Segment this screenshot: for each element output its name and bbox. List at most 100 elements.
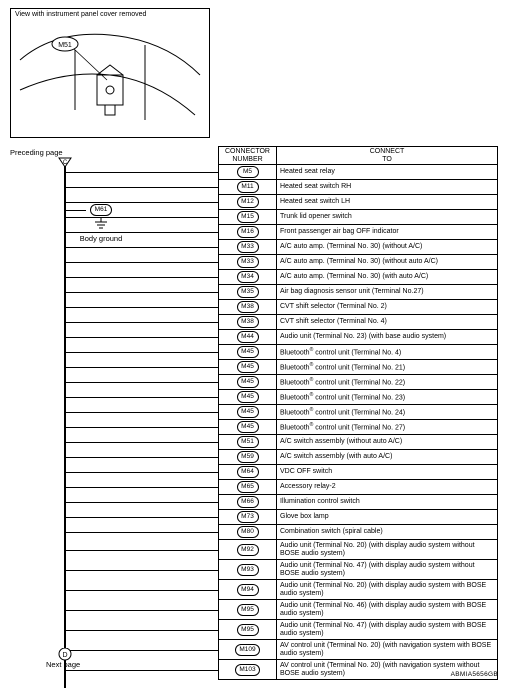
illustration-box: View with instrument panel cover removed… <box>10 8 210 138</box>
cell-connect-to: Glove box lamp <box>277 510 498 525</box>
table-row: M45 Bluetooth® control unit (Terminal No.… <box>219 345 498 360</box>
branch-line <box>66 247 218 248</box>
connector-oval: M38 <box>237 301 259 313</box>
cell-connector-number: M109 <box>219 640 277 660</box>
cell-connect-to: AV control unit (Terminal No. 20) (with … <box>277 640 498 660</box>
cell-connector-number: M34 <box>219 270 277 285</box>
table-row: M38 CVT shift selector (Terminal No. 2) <box>219 300 498 315</box>
branch-line <box>66 427 218 428</box>
branch-line <box>66 217 218 218</box>
connector-oval: M66 <box>237 496 259 508</box>
illustration-svg: M51 <box>15 20 205 128</box>
cell-connect-to: A/C auto amp. (Terminal No. 30) (with au… <box>277 270 498 285</box>
cell-connect-to: Bluetooth® control unit (Terminal No. 4) <box>277 345 498 360</box>
branch-line <box>66 412 218 413</box>
header-connector-number: CONNECTOR NUMBER <box>219 147 277 165</box>
branch-line <box>66 457 218 458</box>
connector-oval: M35 <box>237 286 259 298</box>
table-row: M33A/C auto amp. (Terminal No. 30) (with… <box>219 240 498 255</box>
cell-connect-to: Bluetooth® control unit (Terminal No. 24… <box>277 405 498 420</box>
connector-oval: M45 <box>237 376 259 388</box>
table-body: M5Heated seat relayM11Heated seat switch… <box>219 165 498 680</box>
connector-oval: M11 <box>237 181 259 193</box>
cell-connector-number: M64 <box>219 465 277 480</box>
branch-line <box>66 367 218 368</box>
branch-line <box>66 337 218 338</box>
cell-connect-to: CVT shift selector (Terminal No. 4) <box>277 315 498 330</box>
table-row: M33 A/C auto amp. (Terminal No. 30) (with… <box>219 255 498 270</box>
preceding-page-label: Preceding page <box>10 148 63 157</box>
table-row: M94Audio unit (Terminal No. 20) (with di… <box>219 580 498 600</box>
connector-oval: M51 <box>237 436 259 448</box>
cell-connect-to: Front passenger air bag OFF indicator <box>277 225 498 240</box>
table-row: M35 Air bag diagnosis sensor unit (Termin… <box>219 285 498 300</box>
table-row: M95Audio unit (Terminal No. 46) (with di… <box>219 600 498 620</box>
cell-connector-number: M15 <box>219 210 277 225</box>
cell-connector-number: M45 <box>219 360 277 375</box>
table-row: M38CVT shift selector (Terminal No. 4) <box>219 315 498 330</box>
branch-line <box>66 630 218 631</box>
branch-line <box>66 517 218 518</box>
connector-oval: M64 <box>237 466 259 478</box>
cell-connector-number: M92 <box>219 540 277 560</box>
branch-line <box>66 307 218 308</box>
cell-connect-to: A/C switch assembly (without auto A/C) <box>277 435 498 450</box>
branch-line <box>66 550 218 551</box>
next-page-label: Next page <box>46 660 80 669</box>
cell-connect-to: A/C auto amp. (Terminal No. 30) (without… <box>277 240 498 255</box>
cell-connector-number: M35 <box>219 285 277 300</box>
cell-connector-number: M45 <box>219 375 277 390</box>
branch-line <box>66 172 218 173</box>
branch-line <box>66 277 218 278</box>
table-row: M73 Glove box lamp <box>219 510 498 525</box>
branch-line <box>66 532 218 533</box>
cell-connector-number: M12 <box>219 195 277 210</box>
connector-oval: M34 <box>237 271 259 283</box>
cell-connector-number: M16 <box>219 225 277 240</box>
cell-connector-number: M80 <box>219 525 277 540</box>
table-row: M64VDC OFF switch <box>219 465 498 480</box>
table-row: M51 A/C switch assembly (without auto A/C… <box>219 435 498 450</box>
cell-connect-to: Heated seat switch RH <box>277 180 498 195</box>
cell-connector-number: M103 <box>219 660 277 680</box>
table-row: M65Accessory relay-2 <box>219 480 498 495</box>
cell-connector-number: M45 <box>219 420 277 435</box>
table-row: M95Audio unit (Terminal No. 47) (with di… <box>219 620 498 640</box>
connector-oval: M94 <box>237 584 259 596</box>
connector-oval: M80 <box>237 526 259 538</box>
connector-oval: M73 <box>237 511 259 523</box>
table-row: M109AV control unit (Terminal No. 20) (w… <box>219 640 498 660</box>
connector-oval: M45 <box>237 421 259 433</box>
connector-oval: M45 <box>237 346 259 358</box>
table-row: M15Trunk lid opener switch <box>219 210 498 225</box>
connector-oval: M33 <box>237 256 259 268</box>
body-ground-label: Body ground <box>76 234 126 243</box>
branch-line <box>66 262 218 263</box>
cell-connector-number: M59 <box>219 450 277 465</box>
cell-connect-to: Accessory relay-2 <box>277 480 498 495</box>
table-row: M45 Bluetooth® control unit (Terminal No.… <box>219 420 498 435</box>
cell-connect-to: Air bag diagnosis sensor unit (Terminal … <box>277 285 498 300</box>
cell-connect-to: A/C switch assembly (with auto A/C) <box>277 450 498 465</box>
cell-connect-to: A/C auto amp. (Terminal No. 30) (without… <box>277 255 498 270</box>
branch-line <box>66 502 218 503</box>
cell-connector-number: M65 <box>219 480 277 495</box>
cell-connector-number: M93 <box>219 560 277 580</box>
header-connect-to: CONNECT TO <box>277 147 498 165</box>
branch-line <box>66 202 218 203</box>
cell-connect-to: CVT shift selector (Terminal No. 2) <box>277 300 498 315</box>
cell-connect-to: Heated seat relay <box>277 165 498 180</box>
cell-connect-to: Trunk lid opener switch <box>277 210 498 225</box>
branch-line <box>66 382 218 383</box>
body-ground-connector: M61 <box>90 204 112 216</box>
footer-code: ABMIA5656GB <box>451 671 498 678</box>
branch-line <box>66 670 218 671</box>
cell-connect-to: Audio unit (Terminal No. 20) (with displ… <box>277 540 498 560</box>
table-row: M45Bluetooth® control unit (Terminal No.… <box>219 360 498 375</box>
table-row: M66Illumination control switch <box>219 495 498 510</box>
illustration-callout: M51 <box>58 42 72 49</box>
cell-connect-to: Bluetooth® control unit (Terminal No. 27… <box>277 420 498 435</box>
branch-line <box>66 322 218 323</box>
branch-line <box>66 232 218 233</box>
table-row: M16Front passenger air bag OFF indicator <box>219 225 498 240</box>
